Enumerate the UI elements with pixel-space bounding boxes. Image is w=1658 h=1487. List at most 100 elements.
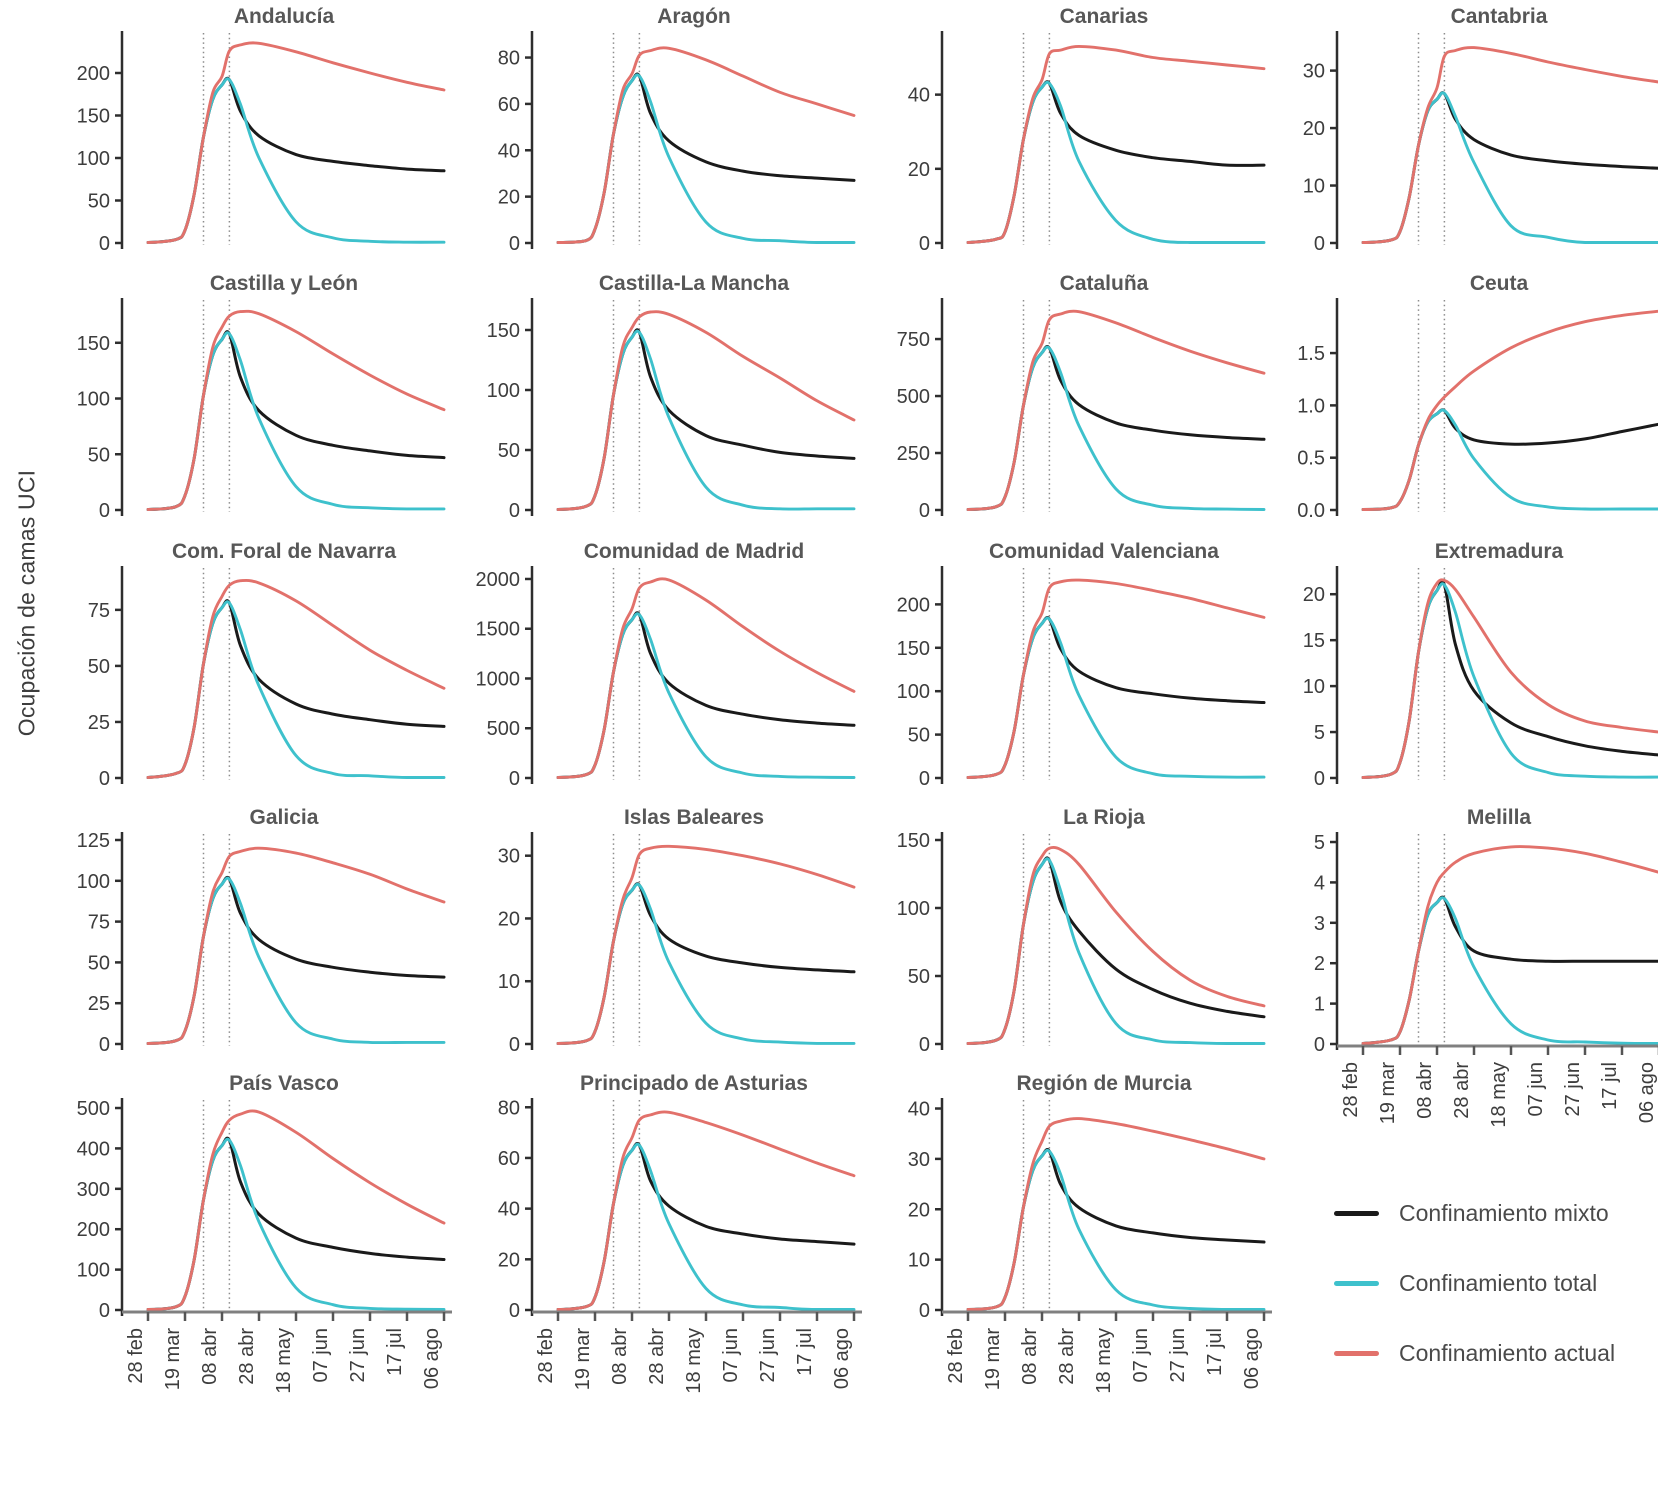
x-tick-label: 07 jun <box>720 1328 742 1383</box>
series-total-line <box>966 616 1266 779</box>
x-tick-label: 06 ago <box>831 1328 853 1389</box>
y-tick-label: 100 <box>77 148 110 170</box>
total-line-swatch-icon <box>1334 1280 1379 1286</box>
x-tick-label: 28 abr <box>1056 1328 1078 1385</box>
panel-title: Región de Murcia <box>1016 1072 1191 1095</box>
y-tick-label: 0 <box>509 768 520 790</box>
y-tick-label: 0 <box>509 500 520 522</box>
y-tick-label: 60 <box>498 94 520 116</box>
actual-line-swatch-icon <box>1334 1350 1379 1356</box>
panel-galicia: Galicia 0 25 50 75 100 125 <box>77 806 446 1056</box>
panel-asturias: Principado de Asturias 0 20 40 60 80 28 feb 19 … <box>498 1072 862 1394</box>
x-tick-label: 27 jun <box>347 1328 369 1383</box>
series-total-line <box>556 612 856 779</box>
series-mixto-line <box>966 80 1266 244</box>
series-actual-line <box>966 1117 1266 1311</box>
series-actual-line <box>1361 578 1658 779</box>
panel-title: Melilla <box>1467 806 1532 829</box>
y-tick-label: 100 <box>77 871 110 893</box>
y-tick-label: 4 <box>1314 872 1325 894</box>
series-mixto-line <box>1361 91 1658 244</box>
y-tick-label: 0 <box>99 768 110 790</box>
y-tick-label: 40 <box>908 1099 930 1121</box>
panel-title: Principado de Asturias <box>580 1072 808 1095</box>
panel-canarias: Canarias 0 20 40 <box>908 5 1266 255</box>
panel-castilla-la-mancha: Castilla-La Mancha 0 50 100 150 <box>487 272 856 522</box>
panel-title: Andalucía <box>234 5 335 28</box>
panel-title: Comunidad de Madrid <box>584 540 805 563</box>
panel-title: Galicia <box>250 806 319 829</box>
panel-title: La Rioja <box>1063 806 1145 829</box>
y-tick-label: 150 <box>77 333 110 355</box>
series-mixto-line <box>556 611 856 779</box>
y-tick-label: 0 <box>99 500 110 522</box>
panel-title: Cantabria <box>1451 5 1548 28</box>
series-actual-line <box>966 44 1266 244</box>
x-tick-label: 18 may <box>1093 1328 1115 1394</box>
legend-label-total: Confinamiento total <box>1399 1269 1598 1296</box>
series-actual-line <box>966 578 1266 779</box>
y-tick-label: 50 <box>908 725 930 747</box>
y-tick-label: 2 <box>1314 953 1325 975</box>
y-tick-label: 10 <box>1303 676 1325 698</box>
panel-title: Extremadura <box>1435 540 1564 563</box>
y-tick-label: 250 <box>897 443 930 465</box>
series-mixto-line <box>966 345 1266 511</box>
series-mixto-line <box>1361 580 1658 779</box>
x-tick-label: 17 jul <box>1599 1062 1621 1110</box>
y-tick-label: 0 <box>509 233 520 255</box>
y-tick-label: 3 <box>1314 913 1325 935</box>
panel-cantabria: Cantabria 0 10 20 30 <box>1303 5 1658 255</box>
y-tick-label: 25 <box>88 993 110 1015</box>
x-tick-label: 08 abr <box>1414 1062 1436 1119</box>
y-tick-label: 25 <box>88 712 110 734</box>
x-tick-label: 18 may <box>683 1328 705 1394</box>
panel-islas-baleares: Islas Baleares 0 10 20 30 <box>498 806 856 1056</box>
panel-title: Islas Baleares <box>624 806 764 829</box>
panel-title: Aragón <box>657 5 731 28</box>
y-tick-label: 100 <box>487 380 520 402</box>
x-tick-label: 07 jun <box>1525 1062 1547 1117</box>
series-total-line <box>1361 91 1658 244</box>
series-total-line <box>1361 582 1658 779</box>
x-tick-label: 06 ago <box>1636 1062 1658 1123</box>
y-tick-label: 150 <box>77 106 110 128</box>
y-tick-label: 500 <box>487 718 520 740</box>
y-tick-label: 500 <box>897 386 930 408</box>
panel-navarra: Com. Foral de Navarra 0 25 50 75 <box>88 540 446 790</box>
x-tick-label: 27 jun <box>757 1328 779 1383</box>
panel-cataluna: Cataluña 0 250 500 750 <box>897 272 1266 522</box>
series-total-line <box>966 857 1266 1045</box>
series-total-line <box>146 1137 446 1311</box>
panel-title: Cataluña <box>1060 272 1149 295</box>
series-total-line <box>146 331 446 511</box>
series-total-line <box>556 882 856 1045</box>
series-mixto-line <box>966 856 1266 1045</box>
x-tick-label: 06 ago <box>421 1328 443 1389</box>
y-tick-label: 2000 <box>476 569 521 591</box>
x-tick-label: 08 abr <box>199 1328 221 1385</box>
series-actual-line <box>966 309 1266 511</box>
series-mixto-line <box>556 882 856 1045</box>
y-tick-label: 150 <box>897 830 930 852</box>
y-tick-label: 5 <box>1314 832 1325 854</box>
series-mixto-line <box>556 72 856 244</box>
y-tick-label: 0 <box>919 1300 930 1322</box>
panel-title: País Vasco <box>229 1072 339 1095</box>
y-tick-label: 150 <box>487 320 520 342</box>
y-tick-label: 0 <box>1314 768 1325 790</box>
y-tick-label: 50 <box>88 191 110 213</box>
legend: Confinamiento mixto Confinamiento total … <box>1334 1198 1654 1408</box>
series-actual-line <box>556 310 856 511</box>
y-tick-label: 60 <box>498 1148 520 1170</box>
x-tick-label: 08 abr <box>1019 1328 1041 1385</box>
y-tick-label: 1 <box>1314 994 1325 1016</box>
series-total-line <box>966 80 1266 244</box>
legend-row-mixto: Confinamiento mixto <box>1334 1198 1654 1228</box>
y-tick-label: 1.0 <box>1297 395 1325 417</box>
y-tick-label: 10 <box>1303 176 1325 198</box>
panel-la-rioja: La Rioja 0 50 100 150 <box>897 806 1266 1056</box>
panel-ceuta: Ceuta 0.0 0.5 1.0 1.5 <box>1297 272 1658 522</box>
y-tick-label: 200 <box>77 1219 110 1241</box>
